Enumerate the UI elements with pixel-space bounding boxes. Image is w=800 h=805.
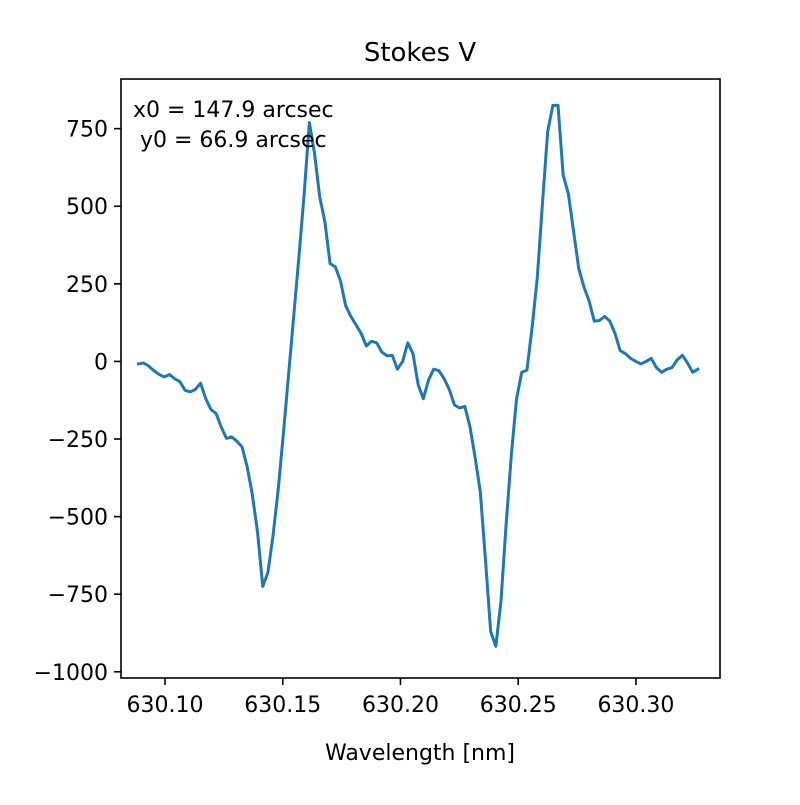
chart-title: Stokes V	[364, 38, 477, 68]
y-tick-label: −500	[48, 506, 108, 531]
series-line-0	[136, 103, 700, 648]
y-tick-label: −750	[48, 583, 108, 608]
y-tick-label: 500	[66, 195, 108, 220]
annotation-y0: y0 = 66.9 arcsec	[140, 128, 327, 153]
x-axis-title: Wavelength [nm]	[325, 741, 515, 766]
x-tick-label: 630.30	[597, 693, 674, 718]
y-tick-label: −250	[48, 428, 108, 453]
x-axis: 630.10 630.15 630.20 630.25 630.30	[127, 678, 674, 718]
y-tick-label: 0	[94, 350, 108, 375]
x-tick-label: 630.25	[480, 693, 557, 718]
x-tick-label: 630.15	[244, 693, 321, 718]
y-tick-label: −1000	[34, 661, 108, 686]
plot-frame	[120, 78, 721, 679]
plot-layer	[136, 103, 700, 648]
y-tick-label: 750	[66, 118, 108, 143]
y-axis: 750 500 250 0 −250 −500 −750 −1000	[34, 118, 121, 686]
annotation-x0: x0 = 147.9 arcsec	[133, 98, 334, 123]
x-tick-label: 630.20	[362, 693, 439, 718]
y-tick-label: 250	[66, 273, 108, 298]
x-tick-label: 630.10	[127, 693, 204, 718]
